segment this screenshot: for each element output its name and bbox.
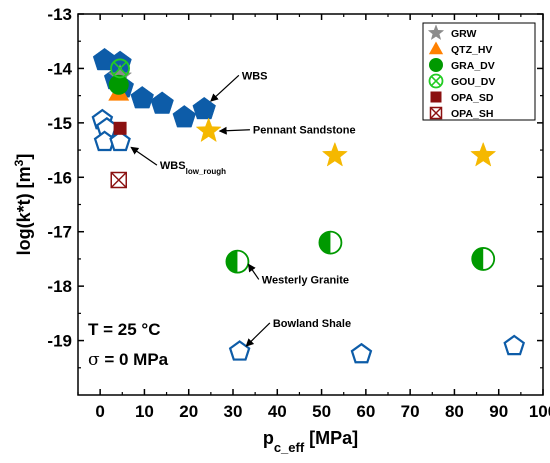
annotation-arrow-bowland <box>245 322 271 347</box>
legend-marker-opa-sd <box>430 91 442 103</box>
legend-box <box>422 22 536 121</box>
data-points <box>91 47 526 364</box>
x-tick-label: 100 <box>529 402 550 421</box>
x-tick-label: 70 <box>401 402 420 421</box>
annotation-westerly: Westerly Granite <box>262 274 349 286</box>
conditions-text: T = 25 °C σ = 0 MPa <box>88 320 169 370</box>
y-tick-label: -16 <box>47 168 72 187</box>
axis-titles: pc_eff [MPa] log(k*t) [m3] <box>12 154 358 455</box>
data-point-wbs-low-rough <box>109 130 131 152</box>
legend-label-opa-sh: OPA_SH <box>451 108 493 120</box>
data-point-wbs <box>130 86 154 109</box>
x-tick-label: 90 <box>489 402 508 421</box>
data-point-bowland-shale <box>350 342 373 364</box>
x-tick-label: 0 <box>95 402 104 421</box>
x-tick-label: 40 <box>268 402 287 421</box>
condition-temperature: T = 25 °C <box>88 320 160 339</box>
y-tick-label: -18 <box>47 277 72 296</box>
data-point-wbs <box>192 96 216 120</box>
data-point-pennant-sandstone <box>195 117 222 143</box>
legend-marker-gra-dv <box>429 58 443 72</box>
annotation-arrow-pennant <box>218 126 250 135</box>
data-point-gra-dv <box>108 74 129 95</box>
x-axis-title: pc_eff [MPa] <box>263 428 358 455</box>
legend-label-opa-sd: OPA_SD <box>451 92 494 104</box>
y-tick-label: -19 <box>47 332 72 351</box>
legend-marker-gou-dv <box>428 73 444 89</box>
data-point-bowland-shale <box>503 334 526 356</box>
x-tick-label: 10 <box>135 402 154 421</box>
condition-stress: σ = 0 MPa <box>88 350 169 370</box>
x-tick-label: 80 <box>445 402 464 421</box>
legend-label-gou-dv: GOU_DV <box>451 76 495 88</box>
annotation-arrow-westerly <box>247 263 260 280</box>
annotation-pennant: Pennant Sandstone <box>253 125 356 137</box>
data-point-opa-sd <box>113 121 127 135</box>
data-point-pennant-sandstone <box>470 141 497 167</box>
legend-marker-qtz-hv <box>428 41 444 55</box>
annotation-wbslow: WBSlow_rough <box>160 160 226 176</box>
data-point-wbs <box>150 91 174 114</box>
y-tick-label: -14 <box>47 59 72 78</box>
data-point-pennant-sandstone <box>321 141 348 167</box>
x-tick-label: 60 <box>356 402 375 421</box>
legend-label-qtz-hv: QTZ_HV <box>451 44 492 56</box>
y-tick-label: -13 <box>47 5 72 24</box>
annotation-bowland: Bowland Shale <box>273 318 351 330</box>
annotation-arrow-wbs <box>210 74 240 102</box>
x-tick-label: 50 <box>312 402 331 421</box>
data-point-westerly-granite <box>225 249 250 274</box>
data-point-westerly-granite <box>318 230 343 255</box>
legend-label-gra-dv: GRA_DV <box>451 60 495 72</box>
y-tick-label: -15 <box>47 114 72 133</box>
data-point-gou-dv <box>110 58 130 79</box>
data-point-opa-sh <box>110 171 127 189</box>
legend-marker-grw <box>427 24 445 41</box>
x-tick-label: 30 <box>224 402 243 421</box>
legend-label-grw: GRW <box>451 28 477 40</box>
x-tick-label: 20 <box>179 402 198 421</box>
data-point-westerly-granite <box>471 247 496 271</box>
data-point-wbs <box>172 105 196 128</box>
y-axis-title: log(k*t) [m3] <box>12 154 34 256</box>
annotations: WBS Pennant Sandstone WBSlow_rough Westerly… <box>130 70 356 347</box>
data-point-bowland-shale <box>228 340 251 361</box>
axis-ticks: 0 10 20 30 40 50 60 70 80 90 100 -13 -14 -15 -16 -17 -18… <box>47 5 550 421</box>
legend-marker-opa-sh <box>429 106 443 120</box>
annotation-wbs: WBS <box>242 70 268 82</box>
y-tick-label: -17 <box>47 223 72 242</box>
legend: GRW QTZ_HV GRA_DV GOU_DV OPA_SD OPA_SH <box>422 22 536 121</box>
annotation-arrow-wbslow <box>130 146 158 166</box>
